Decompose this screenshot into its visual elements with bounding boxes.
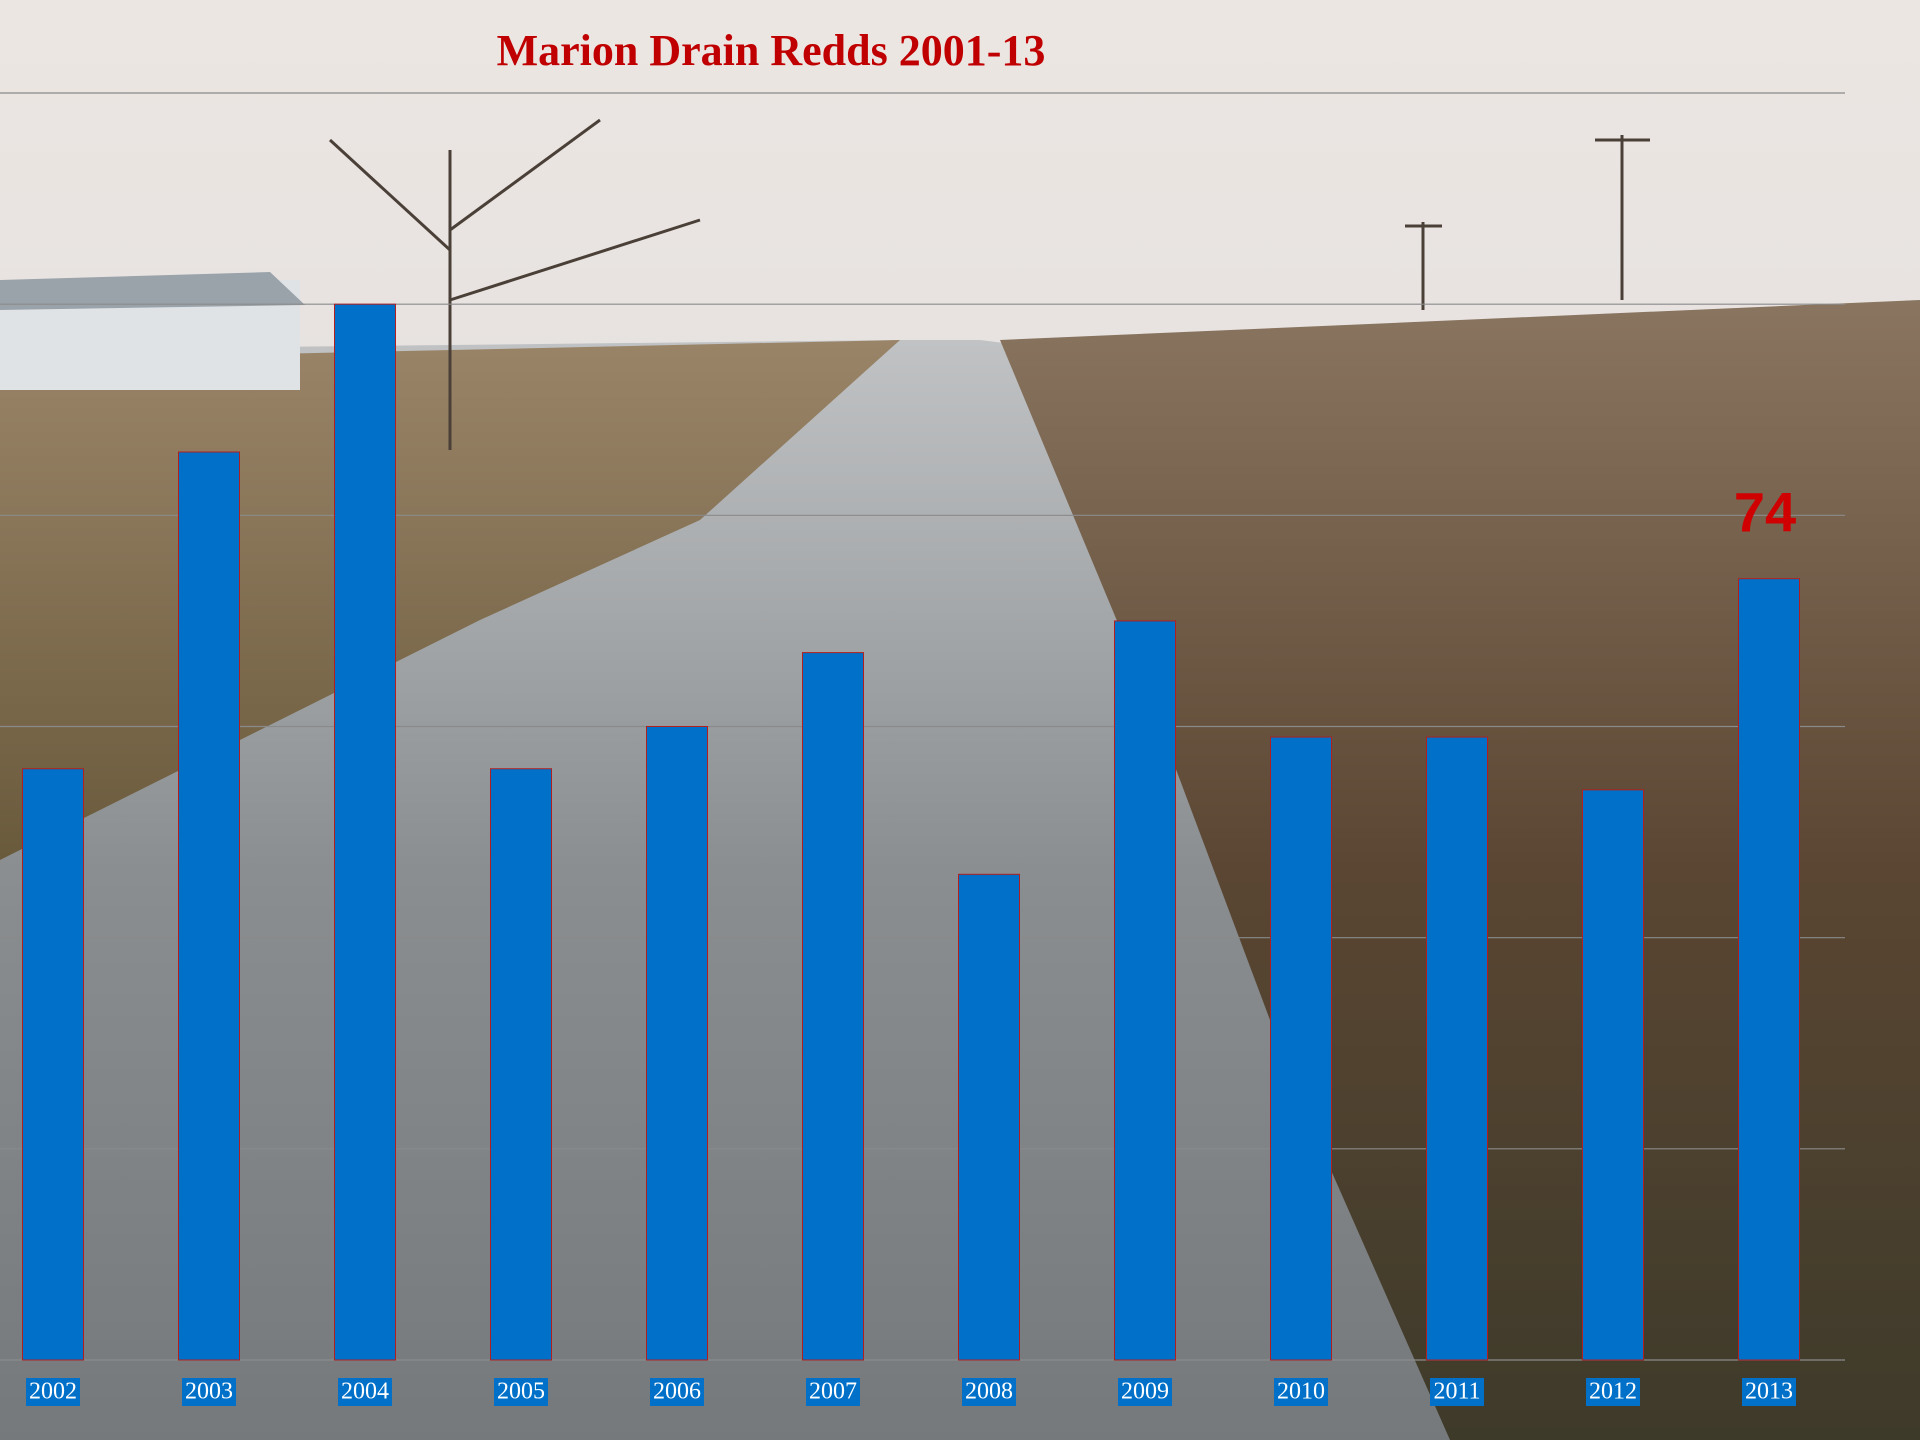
x-tick-label: 2009 [1121,1379,1169,1405]
x-tick-label: 2011 [1433,1379,1480,1405]
bar [179,452,240,1360]
bar [1583,790,1644,1360]
x-tick-label: 2005 [497,1379,545,1405]
x-tick-label: 2002 [29,1379,77,1405]
bar [803,653,864,1360]
x-tick-label: 2003 [185,1379,233,1405]
x-tick-label: 2008 [965,1379,1013,1405]
x-tick-label: 2013 [1745,1379,1793,1405]
x-tick-label: 2006 [653,1379,701,1405]
chart: 2002 2003 2004 2005 2006 2007 2008 2009 2010 2011… [0,0,1920,1440]
x-tick-label: 2012 [1589,1379,1637,1405]
x-tick-label: 2007 [809,1379,857,1405]
x-tick-label: 2010 [1277,1379,1325,1405]
bar [23,769,84,1360]
value-label: 74 [1734,480,1796,543]
bar [1427,737,1488,1360]
bar [491,769,552,1360]
chart-title: Marion Drain Redds 2001-13 [497,26,1046,75]
bar [647,727,708,1361]
bar [1739,579,1800,1360]
bar [959,874,1020,1360]
bar [1271,737,1332,1360]
bar [335,304,396,1360]
x-tick-label: 2004 [341,1379,389,1405]
bar [1115,621,1176,1360]
